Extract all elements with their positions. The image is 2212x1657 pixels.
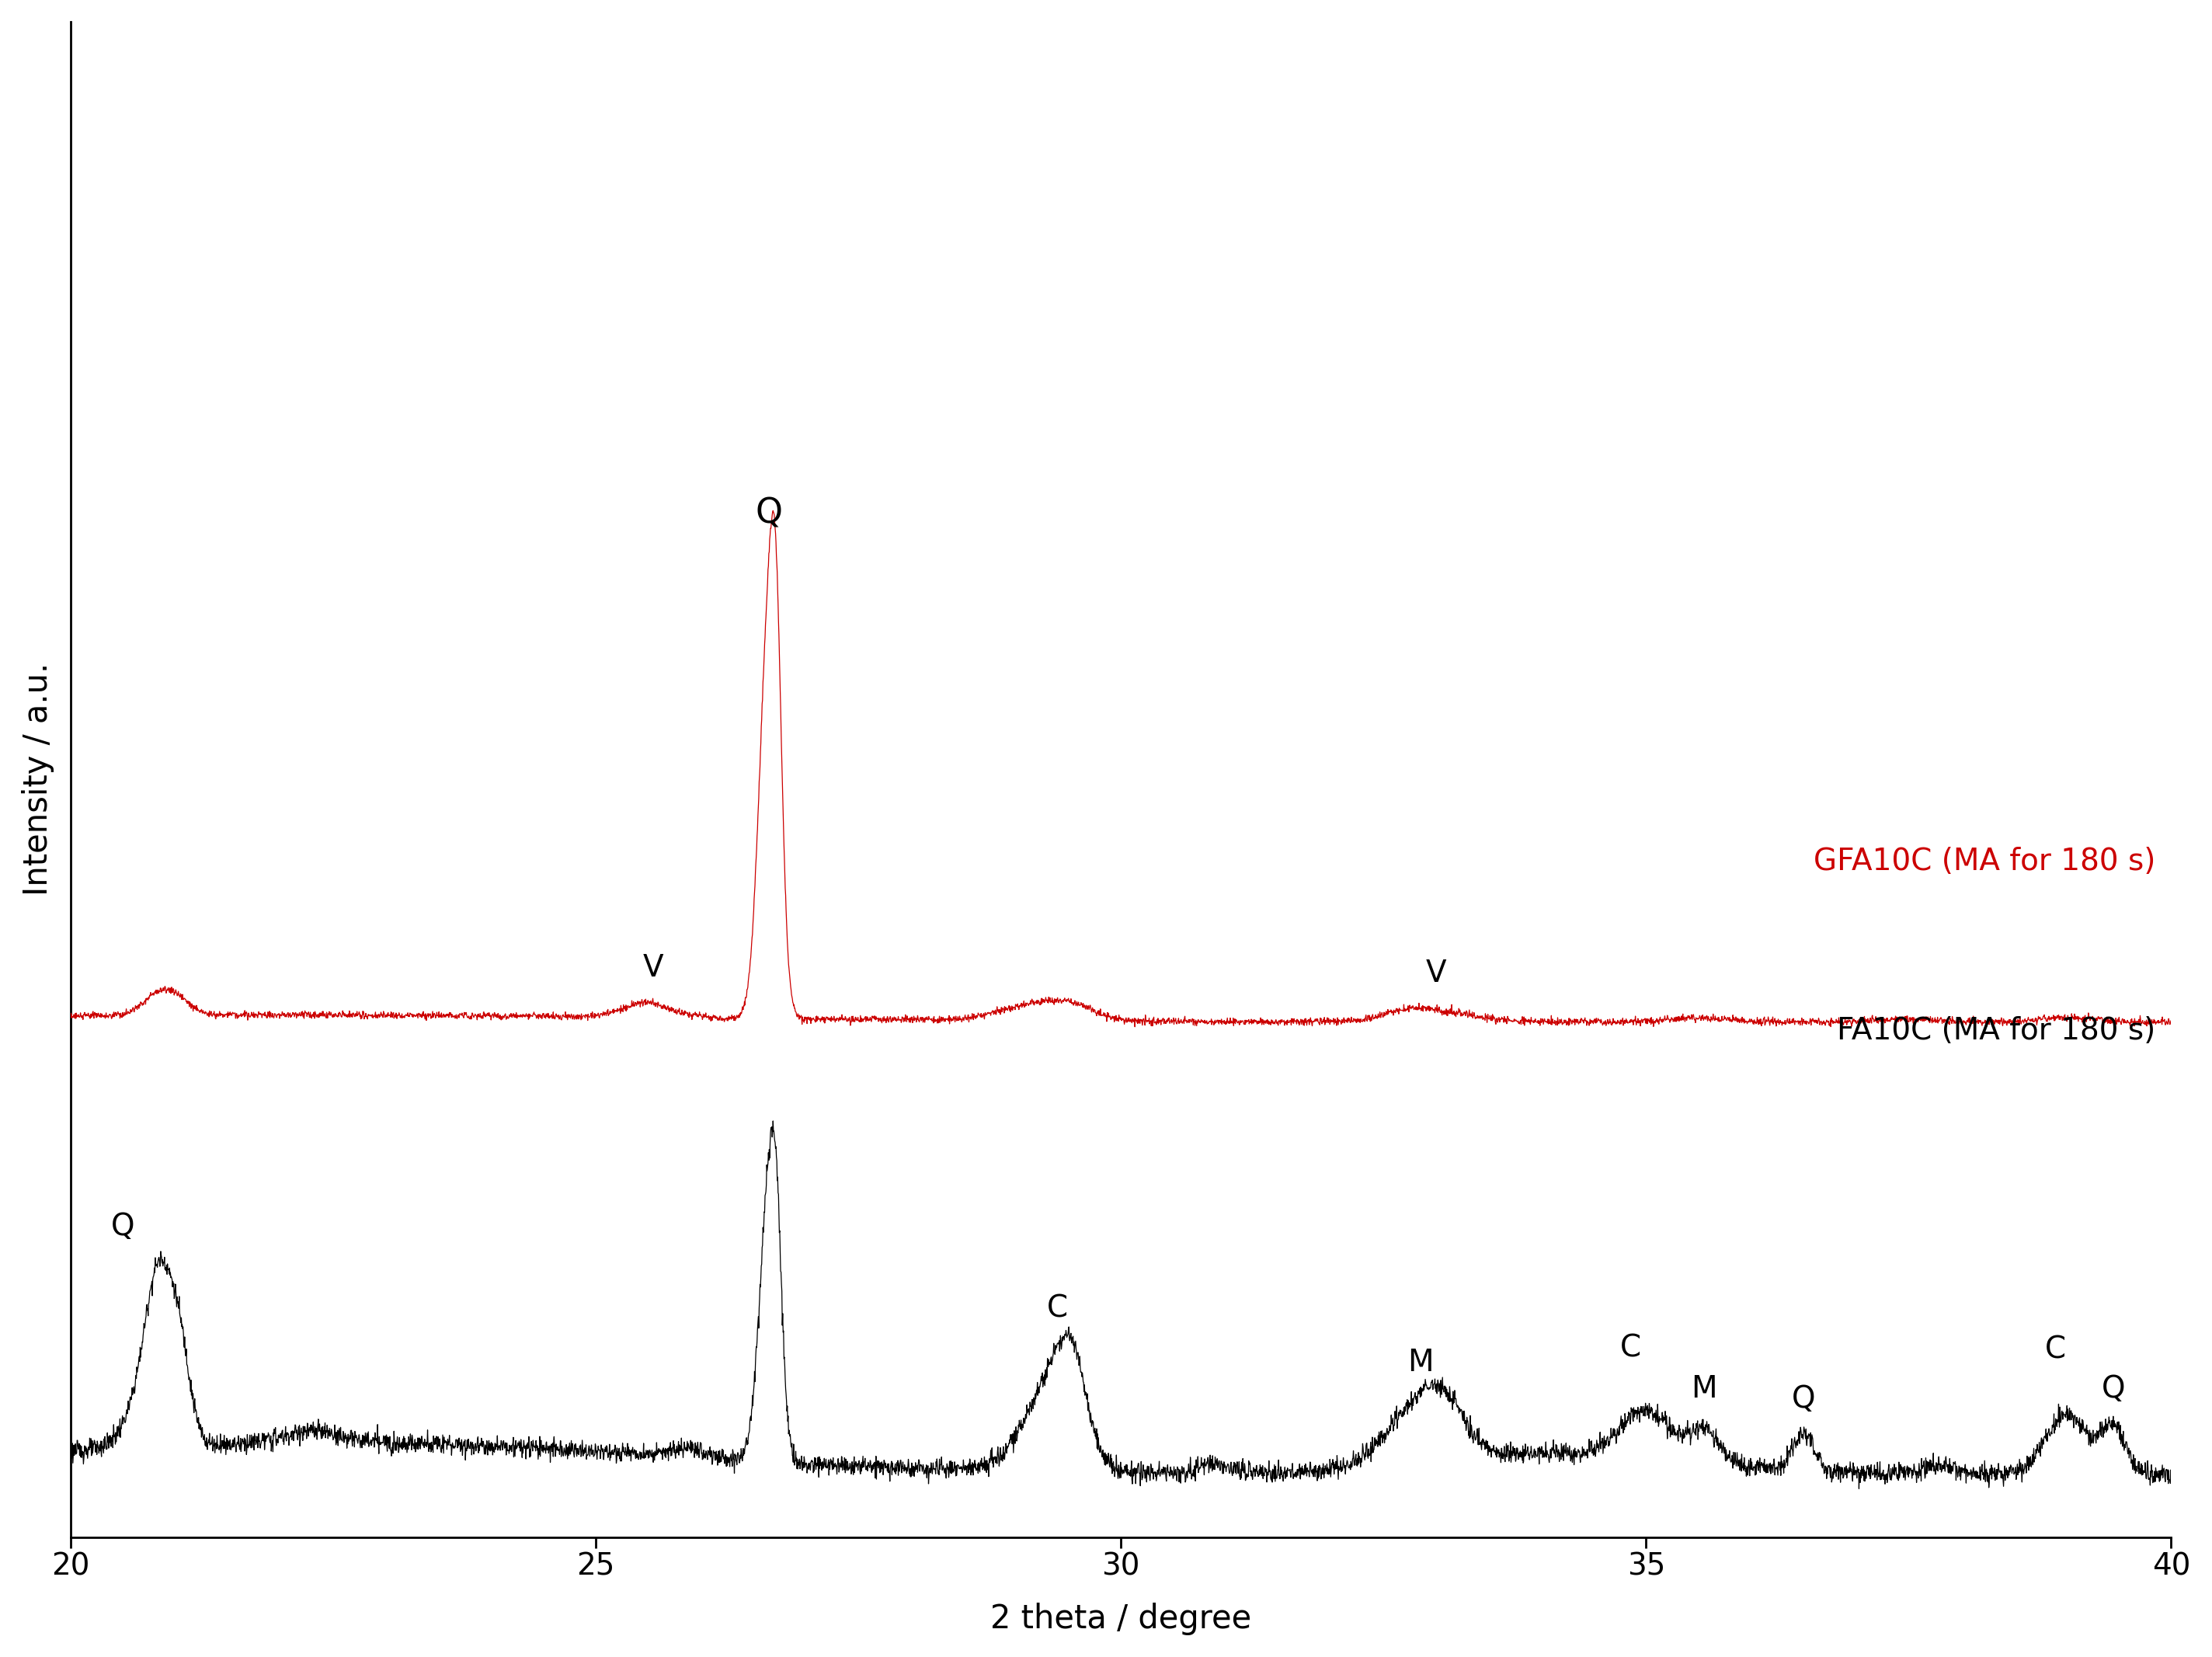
Text: Q: Q	[754, 497, 783, 530]
Text: M: M	[1690, 1374, 1717, 1403]
Text: V: V	[644, 953, 664, 983]
Text: C: C	[2046, 1336, 2066, 1365]
Text: Q: Q	[1792, 1384, 1816, 1413]
X-axis label: 2 theta / degree: 2 theta / degree	[991, 1602, 1252, 1635]
Text: C: C	[1046, 1294, 1068, 1324]
Text: GFA10C (MA for 180 s): GFA10C (MA for 180 s)	[1814, 847, 2154, 877]
Text: Q: Q	[111, 1211, 135, 1241]
Y-axis label: Intensity / a.u.: Intensity / a.u.	[22, 663, 55, 896]
Text: M: M	[1407, 1349, 1433, 1377]
Text: FA10C (MA for 180 s): FA10C (MA for 180 s)	[1836, 1016, 2154, 1046]
Text: V: V	[1425, 959, 1447, 988]
Text: Q: Q	[2101, 1374, 2126, 1403]
Text: C: C	[1619, 1334, 1641, 1362]
